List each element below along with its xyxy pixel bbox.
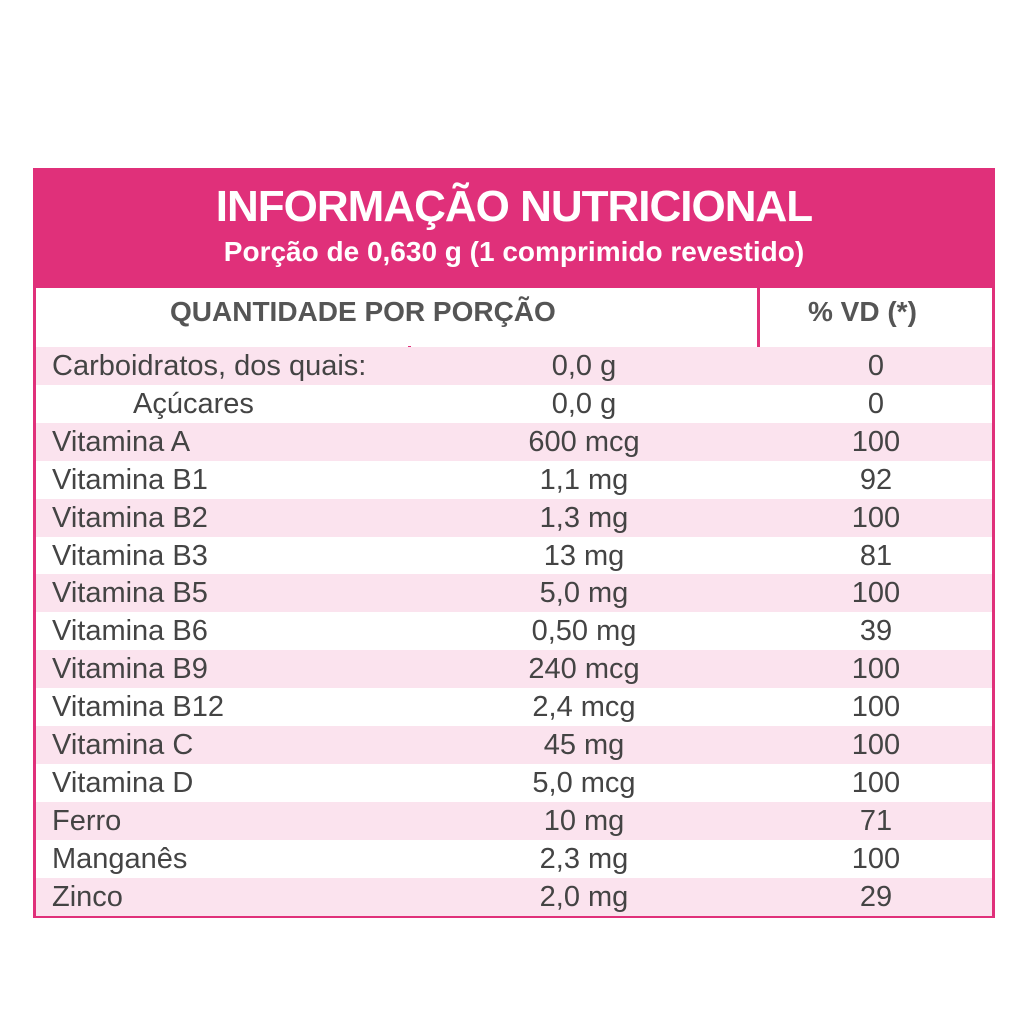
daily-value: 0 [867, 387, 885, 420]
nutrient-name: Açúcares [133, 387, 254, 420]
nutrient-name: Vitamina B1 [52, 463, 208, 496]
subtitle: Porção de 0,630 g (1 comprimido revestid… [223, 236, 805, 267]
column-header: % VD (*) [808, 296, 917, 327]
nutrient-name: Vitamina B3 [52, 539, 208, 572]
daily-value: 100 [851, 501, 901, 534]
table-row: Vitamina B2 1,3 mg 100 [36, 498, 992, 537]
nutrient-name: Vitamina C [52, 729, 194, 761]
daily-value: 29 [859, 880, 893, 913]
amount: 10 mg [543, 804, 625, 837]
daily-value: 100 [851, 425, 901, 458]
amount: 240 mcg [528, 653, 640, 686]
column-header: QUANTIDADE POR PORÇÃO [170, 296, 556, 327]
table-row: Vitamina B12 2,4 mcg 100 [36, 688, 992, 727]
amount: 0,0 g [551, 350, 617, 382]
table-row: Vitamina B1 1,1 mg 92 [36, 460, 992, 499]
table-row: Vitamina D 5,0 mcg 100 [36, 763, 992, 802]
table-row: Vitamina B6 0,50 mg 39 [36, 612, 992, 651]
table-row: Vitamina B5 5,0 mg 100 [36, 574, 992, 613]
nutrient-name: Zinco [52, 880, 123, 913]
table-row: Ferro 10 mg 71 [36, 801, 992, 840]
nutrient-name: Vitamina B6 [52, 615, 208, 648]
daily-value: 100 [851, 653, 901, 686]
daily-value: 100 [851, 729, 901, 761]
daily-value: 100 [851, 842, 901, 875]
table-row: Vitamina B3 13 mg 81 [36, 536, 992, 575]
amount: 13 mg [543, 539, 625, 572]
amount: 0,0 g [551, 387, 617, 420]
nutrient-name: Carboidratos, dos quais: [52, 350, 367, 382]
table-row: Carboidratos, dos quais: 0,0 g 0 [36, 347, 992, 385]
nutrient-name: Manganês [52, 842, 188, 875]
title: INFORMAÇÃO NUTRICIONAL [215, 182, 813, 231]
nutrient-name: Vitamina A [52, 425, 191, 458]
daily-value: 81 [859, 539, 893, 572]
amount: 600 mcg [528, 425, 640, 458]
amount: 2,4 mcg [532, 691, 636, 724]
table-row: Açúcares 0,0 g 0 [36, 384, 992, 423]
amount: 1,1 mg [539, 463, 629, 496]
amount: 5,0 mcg [532, 766, 636, 799]
table-row: Manganês 2,3 mg 100 [36, 839, 992, 878]
table-row: Vitamina C 45 mg 100 [36, 726, 992, 764]
table-row: Vitamina A 600 mcg 100 [36, 422, 992, 461]
daily-value: 39 [859, 615, 893, 648]
table-row: Zinco 2,0 mg 29 [36, 877, 992, 916]
nutrient-name: Ferro [52, 804, 122, 837]
nutrient-name: Vitamina B5 [52, 577, 208, 610]
amount: 2,3 mg [539, 842, 629, 875]
amount: 1,3 mg [539, 501, 629, 534]
daily-value: 92 [859, 463, 893, 496]
amount: 5,0 mg [539, 577, 629, 610]
table-row: Vitamina B9 240 mcg 100 [36, 650, 992, 689]
nutrient-name: Vitamina D [52, 766, 194, 799]
daily-value: 100 [851, 577, 901, 610]
daily-value: 100 [851, 691, 901, 724]
daily-value: 100 [851, 766, 901, 799]
nutrient-name: Vitamina B12 [52, 691, 224, 724]
amount: 0,50 mg [531, 615, 637, 648]
daily-value: 71 [859, 804, 893, 837]
amount: 45 mg [543, 729, 625, 761]
daily-value: 0 [867, 350, 885, 382]
nutrient-name: Vitamina B9 [52, 653, 208, 686]
nutrient-name: Vitamina B2 [52, 501, 208, 534]
amount: 2,0 mg [539, 880, 629, 913]
header: INFORMAÇÃO NUTRICIONAL Porção de 0,630 g… [33, 168, 995, 288]
